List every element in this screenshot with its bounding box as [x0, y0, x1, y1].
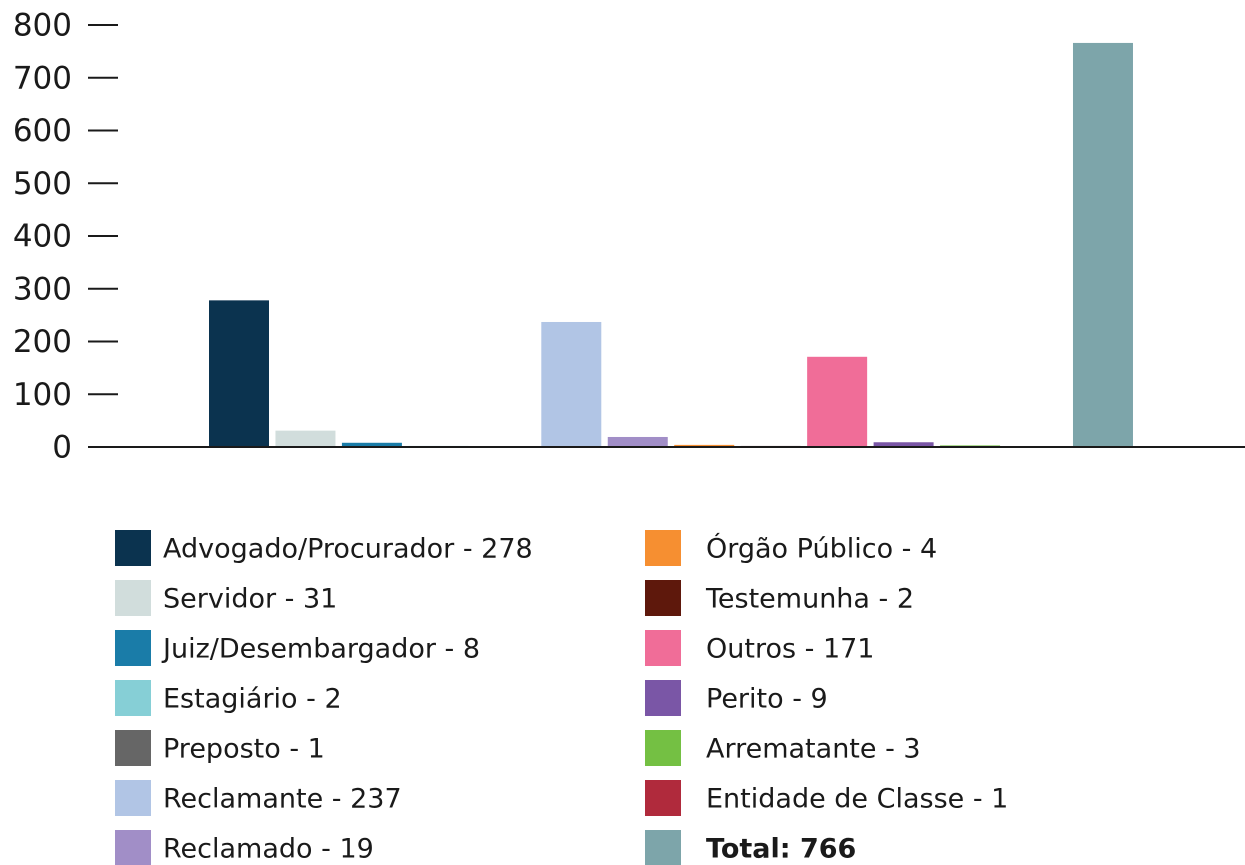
bar — [541, 321, 602, 447]
legend-label: Advogado/Procurador - 278 — [163, 534, 533, 565]
legend-swatch — [115, 780, 151, 816]
y-tick-label: 500 — [13, 166, 72, 202]
legend-swatch — [645, 830, 681, 865]
legend-label: Perito - 9 — [706, 684, 828, 715]
legend-swatch — [115, 630, 151, 666]
legend-label: Entidade de Classe - 1 — [706, 784, 1008, 815]
legend-swatch — [645, 780, 681, 816]
y-tick-label: 300 — [13, 271, 72, 307]
legend-label: Reclamado - 19 — [163, 834, 374, 865]
legend-label: Total: 766 — [706, 834, 856, 865]
legend-swatch — [115, 680, 151, 716]
legend-swatch — [115, 730, 151, 766]
legend-label: Órgão Público - 4 — [706, 533, 937, 565]
bar — [341, 442, 402, 447]
legend-label: Arrematante - 3 — [706, 734, 921, 765]
bar — [209, 300, 269, 447]
bar — [873, 442, 934, 447]
legend-swatch — [645, 630, 681, 666]
legend-swatch — [645, 730, 681, 766]
y-tick-label: 100 — [13, 377, 72, 413]
legend-label: Outros - 171 — [706, 634, 875, 665]
legend-swatch — [645, 680, 681, 716]
bar — [275, 430, 336, 447]
y-tick-label: 200 — [13, 324, 72, 360]
legend-label: Reclamante - 237 — [163, 784, 402, 815]
y-tick-label: 700 — [13, 60, 72, 96]
bar — [807, 356, 868, 447]
legend-swatch — [115, 580, 151, 616]
y-tick-label: 800 — [13, 8, 72, 44]
bar — [1072, 42, 1133, 448]
legend-swatch — [645, 530, 681, 566]
legend-label: Preposto - 1 — [163, 734, 325, 765]
legend-swatch — [645, 580, 681, 616]
y-tick-label: 600 — [13, 113, 72, 149]
legend-label: Estagiário - 2 — [163, 684, 342, 715]
legend-label: Testemunha - 2 — [705, 584, 914, 615]
legend-swatch — [115, 830, 151, 865]
bar — [674, 444, 735, 447]
y-tick-label: 0 — [52, 430, 72, 466]
y-tick-label: 400 — [13, 219, 72, 255]
bar — [607, 436, 668, 447]
legend-label: Servidor - 31 — [163, 584, 337, 615]
legend-label: Juiz/Desembargador - 8 — [161, 634, 480, 665]
legend-swatch — [115, 530, 151, 566]
